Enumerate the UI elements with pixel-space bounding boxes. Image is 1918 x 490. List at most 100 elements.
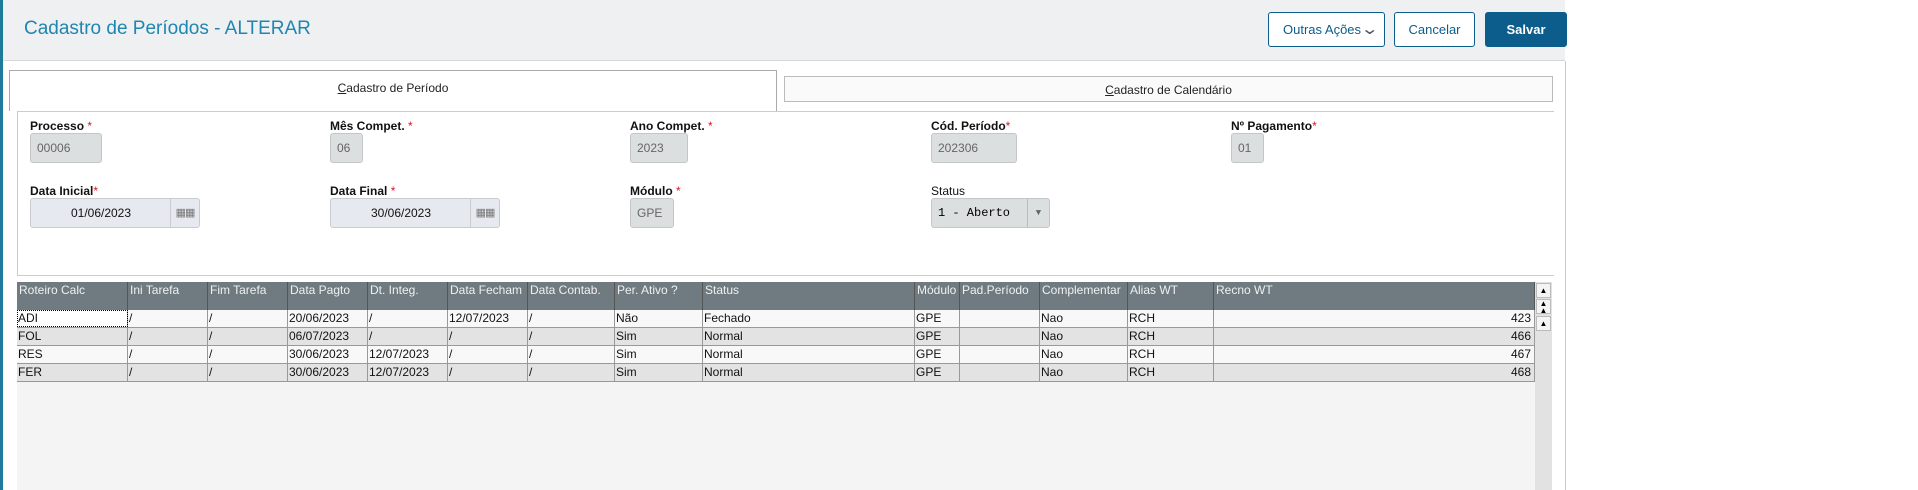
cell-status[interactable]: Fechado [703,310,915,327]
column-header-dt-integ[interactable]: Dt. Integ. [368,282,448,310]
cell-dt-integ[interactable]: 12/07/2023 [368,346,448,363]
data-final-field[interactable]: 30/06/2023 ▦▦ [330,198,500,228]
scroll-page-up-icon[interactable]: ▲ ▲ [1536,299,1551,315]
cell-data-contab[interactable]: / [528,346,615,363]
cell-data-fecham[interactable]: / [448,328,528,345]
modulo-field[interactable]: GPE [630,198,674,228]
cancel-button[interactable]: Cancelar [1394,12,1475,47]
table-row[interactable]: RES / / 30/06/2023 12/07/2023 / / Sim Norm… [17,346,1535,364]
cell-pad-periodo[interactable] [960,364,1040,381]
cell-recno-wt[interactable]: 423 [1214,310,1535,327]
cell-fim-tarefa[interactable]: / [208,328,288,345]
cell-data-contab[interactable]: / [528,364,615,381]
cell-recno-wt[interactable]: 468 [1214,364,1535,381]
cell-data-pagto[interactable]: 20/06/2023 [288,310,368,327]
column-header-pad-periodo[interactable]: Pad.Período [960,282,1040,310]
cell-ini-tarefa[interactable]: / [128,364,208,381]
column-header-ini-tarefa[interactable]: Ini Tarefa [128,282,208,310]
column-header-fim-tarefa[interactable]: Fim Tarefa [208,282,288,310]
cell-recno-wt[interactable]: 466 [1214,328,1535,345]
scroll-top-icon[interactable]: ▲ [1536,283,1551,298]
cell-dt-integ[interactable]: / [368,310,448,327]
cell-data-fecham[interactable]: / [448,346,528,363]
table-row[interactable]: FOL / / 06/07/2023 / / / Sim Normal GPE Nao… [17,328,1535,346]
cell-dt-integ[interactable]: 12/07/2023 [368,364,448,381]
cell-alias-wt[interactable]: RCH [1128,346,1214,363]
cell-fim-tarefa[interactable]: / [208,310,288,327]
cell-modulo[interactable]: GPE [915,346,960,363]
grid-scrollbar[interactable]: ▲ ▲ ▲ ▲ [1535,282,1552,490]
cell-ini-tarefa[interactable]: / [128,328,208,345]
calendar-icon[interactable]: ▦▦ [470,199,499,227]
cell-roteiro-calc[interactable]: RES [17,346,128,363]
table-row[interactable]: ADI / / 20/06/2023 / 12/07/2023 / Não Fec… [17,310,1535,328]
data-inicial-field[interactable]: 01/06/2023 ▦▦ [30,198,200,228]
cell-pad-periodo[interactable] [960,346,1040,363]
cell-alias-wt[interactable]: RCH [1128,364,1214,381]
table-row[interactable]: FER / / 30/06/2023 12/07/2023 / / Sim Norm… [17,364,1535,382]
cell-data-fecham[interactable]: 12/07/2023 [448,310,528,327]
cell-status[interactable]: Normal [703,364,915,381]
cell-data-pagto[interactable]: 06/07/2023 [288,328,368,345]
column-header-data-contab[interactable]: Data Contab. [528,282,615,310]
save-button[interactable]: Salvar [1485,12,1567,47]
cell-ini-tarefa[interactable]: / [128,346,208,363]
cell-modulo[interactable]: GPE [915,310,960,327]
column-header-roteiro-calc[interactable]: Roteiro Calc [17,282,128,310]
column-header-alias-wt[interactable]: Alias WT [1128,282,1214,310]
scroll-up-icon[interactable]: ▲ [1536,316,1551,331]
cod-periodo-field[interactable]: 202306 [931,133,1017,163]
processo-label: Processo * [30,119,93,133]
cell-recno-wt[interactable]: 467 [1214,346,1535,363]
cell-data-pagto[interactable]: 30/06/2023 [288,346,368,363]
dropdown-arrow-icon[interactable]: ▼ [1027,199,1049,227]
tab-cadastro-calendario[interactable]: Cadastro de Calendário [784,76,1553,102]
cell-pad-periodo[interactable] [960,328,1040,345]
cell-alias-wt[interactable]: RCH [1128,310,1214,327]
cell-complementar[interactable]: Nao [1040,346,1128,363]
cell-data-fecham[interactable]: / [448,364,528,381]
cell-per-ativo[interactable]: Sim [615,346,703,363]
cell-fim-tarefa[interactable]: / [208,346,288,363]
cell-roteiro-calc[interactable]: ADI [17,310,128,327]
tab-hotkey: C [1105,83,1114,97]
other-actions-button[interactable]: Outras Ações ⌄ [1268,12,1385,47]
column-header-complementar[interactable]: Complementar [1040,282,1128,310]
num-pagamento-label: Nº Pagamento* [1231,119,1317,133]
calendar-icon[interactable]: ▦▦ [170,199,199,227]
num-pagamento-field[interactable]: 01 [1231,133,1264,163]
cell-data-pagto[interactable]: 30/06/2023 [288,364,368,381]
cell-fim-tarefa[interactable]: / [208,364,288,381]
mes-field[interactable]: 06 [330,133,363,163]
cell-ini-tarefa[interactable]: / [128,310,208,327]
ano-field[interactable]: 2023 [630,133,688,163]
column-header-data-fecham[interactable]: Data Fecham [448,282,528,310]
cell-complementar[interactable]: Nao [1040,310,1128,327]
cell-data-contab[interactable]: / [528,310,615,327]
status-select[interactable]: 1 - Aberto ▼ [931,198,1050,228]
cell-modulo[interactable]: GPE [915,328,960,345]
cell-complementar[interactable]: Nao [1040,364,1128,381]
cell-status[interactable]: Normal [703,328,915,345]
column-header-status[interactable]: Status [703,282,915,310]
cell-per-ativo[interactable]: Sim [615,364,703,381]
cell-roteiro-calc[interactable]: FOL [17,328,128,345]
column-header-modulo[interactable]: Módulo [915,282,960,310]
cell-data-contab[interactable]: / [528,328,615,345]
cell-pad-periodo[interactable] [960,310,1040,327]
column-header-recno-wt[interactable]: Recno WT [1214,282,1535,310]
cell-per-ativo[interactable]: Sim [615,328,703,345]
cell-modulo[interactable]: GPE [915,364,960,381]
column-header-per-ativo[interactable]: Per. Ativo ? [615,282,703,310]
cell-complementar[interactable]: Nao [1040,328,1128,345]
periods-grid: Roteiro Calc Ini Tarefa Fim Tarefa Data Pag… [17,282,1535,490]
cell-per-ativo[interactable]: Não [615,310,703,327]
cell-status[interactable]: Normal [703,346,915,363]
processo-field[interactable]: 00006 [30,133,102,163]
tab-cadastro-periodo[interactable]: Cadastro de Período [9,70,777,111]
cell-alias-wt[interactable]: RCH [1128,328,1214,345]
column-header-data-pagto[interactable]: Data Pagto [288,282,368,310]
cell-dt-integ[interactable]: / [368,328,448,345]
data-final-label: Data Final * [330,184,396,198]
cell-roteiro-calc[interactable]: FER [17,364,128,381]
